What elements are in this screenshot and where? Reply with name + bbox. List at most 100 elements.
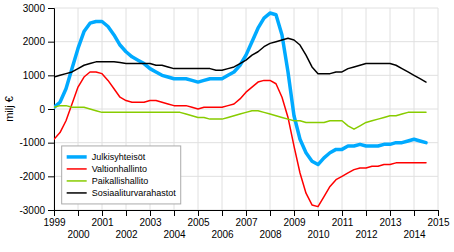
legend-swatch	[67, 180, 87, 182]
legend-label: Julkisyhteisöt	[92, 152, 146, 162]
grid-line	[246, 8, 247, 210]
tick: 2015	[427, 210, 450, 228]
tick: 2000	[67, 210, 90, 240]
tick-label: 2008	[259, 229, 282, 240]
tick-mark	[78, 210, 79, 216]
tick-mark	[48, 176, 54, 177]
tick-mark	[246, 210, 247, 216]
tick: 1999	[43, 210, 66, 228]
grid	[54, 8, 438, 210]
tick-mark	[222, 210, 223, 216]
grid-line	[342, 8, 343, 210]
legend: Julkisyhteisöt Valtionhallinto Paikallisha…	[62, 146, 181, 204]
tick: -2000	[19, 171, 54, 182]
y-axis: -3000 -2000 -1000 0 1000 2000 3000	[19, 3, 54, 216]
tick: 2014	[403, 210, 426, 240]
tick-mark	[48, 42, 54, 43]
tick: 2013	[379, 210, 402, 228]
plot-area	[54, 13, 426, 207]
axis-domain	[48, 9, 55, 211]
tick-mark	[438, 210, 439, 216]
y-axis-title: milj €	[3, 96, 15, 122]
tick-mark	[48, 75, 54, 76]
x-axis: 1999200020012002200320042005200620072008…	[43, 210, 450, 240]
tick-label: -1000	[19, 137, 45, 148]
tick-label: 2011	[332, 217, 354, 228]
tick: 3000	[23, 3, 54, 14]
tick-label: 2010	[307, 229, 330, 240]
tick-mark	[414, 210, 415, 216]
tick-label: 1000	[23, 70, 46, 81]
tick-label: 2007	[235, 217, 258, 228]
tick: 2006	[211, 210, 234, 240]
tick-label: 1999	[43, 217, 66, 228]
grid-line	[222, 8, 223, 210]
tick-mark	[342, 210, 343, 216]
legend-swatch	[67, 168, 87, 170]
series-line	[54, 38, 426, 82]
series-line	[54, 72, 426, 207]
tick-mark	[48, 210, 54, 211]
legend-label: Sosiaaliturvarahastot	[92, 188, 177, 198]
grid-line	[390, 8, 391, 210]
grid-line	[438, 8, 439, 210]
tick: 2000	[23, 36, 54, 47]
legend-label: Valtionhallinto	[92, 164, 147, 174]
tick-label: 2012	[355, 229, 378, 240]
tick-label: 2002	[115, 229, 138, 240]
tick: 2010	[307, 210, 330, 240]
tick-label: -3000	[19, 205, 45, 216]
tick-label: 2001	[91, 217, 114, 228]
tick: 2011	[332, 210, 354, 228]
tick-label: -2000	[19, 171, 45, 182]
tick-mark	[174, 210, 175, 216]
tick-label: 2009	[283, 217, 306, 228]
tick: -3000	[19, 205, 54, 216]
tick-label: 2013	[379, 217, 402, 228]
tick-label: 2003	[139, 217, 162, 228]
tick: 2009	[283, 210, 306, 228]
tick: 0	[39, 104, 54, 115]
tick-mark	[270, 210, 271, 216]
tick-mark	[150, 210, 151, 216]
tick-mark	[390, 210, 391, 216]
tick-label: 2004	[163, 229, 186, 240]
tick-label: 0	[39, 104, 45, 115]
tick: 1000	[23, 70, 54, 81]
tick-mark	[318, 210, 319, 216]
tick: 2008	[259, 210, 282, 240]
tick: 2005	[187, 210, 210, 228]
series-line	[54, 106, 426, 130]
chart: 1999200020012002200320042005200620072008…	[0, 0, 454, 252]
tick: -1000	[19, 137, 54, 148]
tick: 2012	[355, 210, 378, 240]
tick: 2004	[163, 210, 186, 240]
tick-mark	[48, 143, 54, 144]
grid-line	[366, 8, 367, 210]
tick: 2001	[91, 210, 114, 228]
tick-mark	[198, 210, 199, 216]
series-line	[54, 13, 426, 165]
tick-label: 2006	[211, 229, 234, 240]
tick-mark	[48, 8, 54, 9]
legend-box	[62, 146, 181, 204]
tick-mark	[366, 210, 367, 216]
tick: 2002	[115, 210, 138, 240]
tick-label: 2000	[67, 229, 90, 240]
grid-line	[270, 8, 271, 210]
tick-mark	[48, 109, 54, 110]
legend-swatch	[67, 192, 87, 194]
tick-label: 2014	[403, 229, 426, 240]
tick-label: 2000	[23, 36, 46, 47]
tick-label: 2015	[427, 217, 450, 228]
grid-line	[414, 8, 415, 210]
tick-mark	[126, 210, 127, 216]
legend-swatch	[67, 155, 87, 159]
axis-domain	[55, 211, 439, 217]
tick-mark	[294, 210, 295, 216]
tick: 2007	[235, 210, 258, 228]
legend-label: Paikallishallito	[92, 176, 149, 186]
tick-mark	[102, 210, 103, 216]
tick-label: 2005	[187, 217, 210, 228]
tick-label: 3000	[23, 3, 46, 14]
